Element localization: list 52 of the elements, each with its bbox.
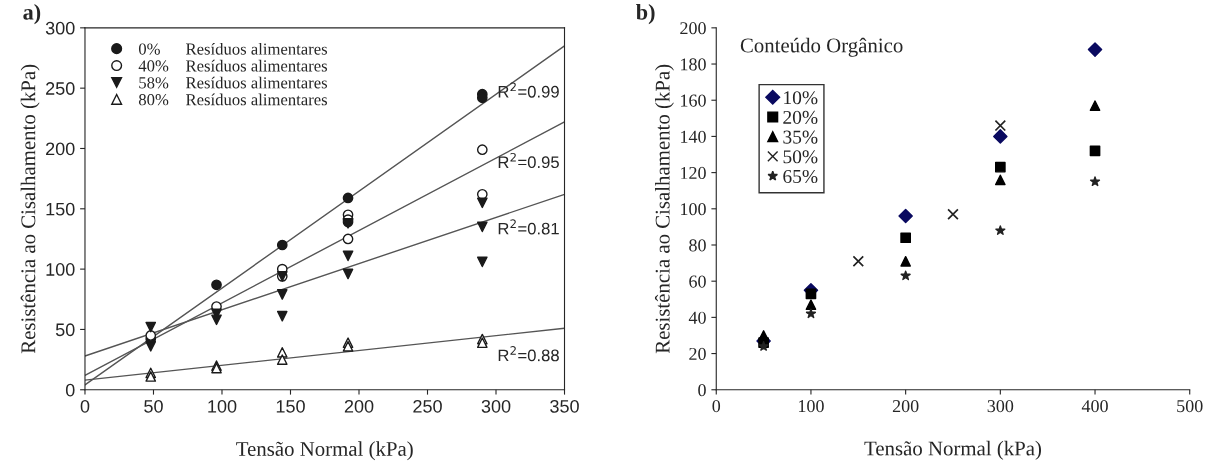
legend-label: 40% Resíduos alimentares	[138, 59, 328, 72]
y-tick-label: 250	[46, 82, 75, 95]
annotation: R$^{2}$=0.95	[498, 152, 559, 169]
y-tick-label: 140	[681, 130, 706, 143]
legend-label: 35%	[783, 130, 818, 144]
y-tick-label: 50	[55, 323, 75, 337]
x-tick-label: 50	[144, 399, 163, 413]
y-tick-label: 0	[698, 384, 706, 397]
x-tick-label: 250	[413, 399, 442, 413]
y-tick-label: 180	[681, 58, 706, 71]
legend-label: 58% Resíduos alimentares	[139, 76, 328, 89]
x-axis-title: Tensão Normal (kPa)	[236, 441, 413, 461]
y-tick-label: 200	[46, 142, 75, 156]
x-tick-label: 200	[344, 399, 374, 413]
y-tick-label: 80	[689, 239, 706, 252]
legend-label: 50%	[783, 150, 818, 164]
x-tick-label: 300	[481, 399, 511, 413]
x-tick-label: 200	[892, 400, 919, 413]
x-tick-label: 400	[1081, 400, 1108, 413]
y-axis-title: Resistência ao Cisalhamento (kPa)	[654, 64, 674, 354]
y-tick-label: 60	[689, 275, 706, 288]
y-tick-label: 100	[681, 203, 706, 216]
y-tick-label: 100	[46, 263, 75, 276]
y-tick-label: 20	[689, 347, 706, 361]
x-tick-label: 350	[550, 399, 579, 413]
x-tick-label: 0	[712, 400, 721, 413]
y-axis-title: Resistência ao Cisalhamento (kPa)	[20, 64, 40, 354]
x-tick-label: 100	[799, 400, 824, 413]
legend-label: 80% Resíduos alimentares	[138, 93, 328, 106]
x-tick-label: 150	[276, 399, 305, 413]
legend-label: 10%	[784, 91, 818, 105]
text: a)	[23, 4, 41, 25]
y-tick-label: 0	[65, 383, 75, 397]
legend-label: 0% Resíduos alimentares	[138, 42, 328, 55]
annotation: R$^{2}$=0.88	[498, 346, 559, 362]
x-tick-label: 0	[80, 399, 90, 413]
x-tick-label: 100	[208, 399, 237, 413]
x-axis-title: Tensão Normal (kPa)	[864, 440, 1042, 460]
text: b)	[636, 4, 655, 25]
annotation: R$^{2}$=0.81	[498, 219, 559, 235]
annotation: R$^{2}$=0.99	[498, 82, 559, 98]
y-tick-label: 40	[688, 311, 706, 324]
y-tick-label: 120	[681, 166, 706, 180]
y-tick-label: 150	[46, 202, 75, 216]
x-tick-label: 300	[987, 400, 1014, 413]
legend-label: 65%	[783, 169, 818, 184]
legend-label: 20%	[783, 110, 818, 125]
legend-title: Conteúdo Orgânico	[740, 37, 903, 57]
y-tick-label: 200	[680, 22, 706, 35]
x-tick-label: 500	[1177, 400, 1203, 413]
y-tick-label: 300	[45, 21, 75, 35]
y-tick-label: 160	[681, 94, 706, 107]
